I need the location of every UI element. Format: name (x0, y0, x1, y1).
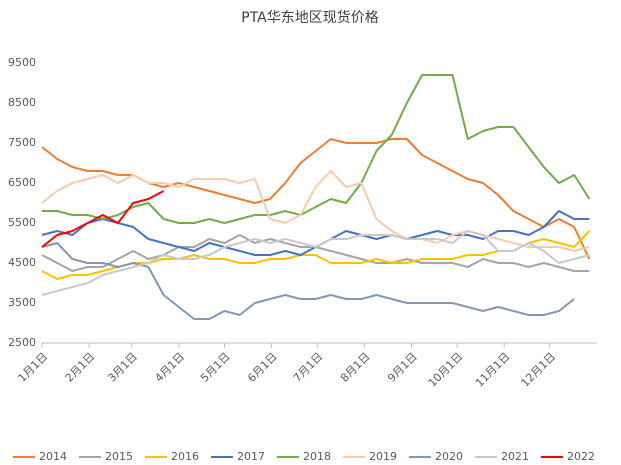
legend-label: 2021 (501, 450, 529, 463)
y-tick-label: 6500 (8, 176, 36, 189)
series-line (41, 170, 590, 252)
x-tick-label: 5月1日 (198, 350, 233, 385)
series-line (42, 74, 591, 224)
legend-label: 2016 (171, 450, 199, 463)
legend-label: 2019 (369, 450, 397, 463)
x-tick-label: 8月1日 (338, 350, 373, 385)
x-tick-label: 1月1日 (16, 350, 51, 385)
x-tick-label: 2月1日 (63, 350, 98, 385)
x-tick-label: 12月1日 (519, 350, 559, 390)
series-line (41, 230, 590, 296)
y-tick-label: 2500 (8, 336, 36, 349)
x-tick-label: 10月1日 (426, 350, 466, 390)
series-line (41, 210, 590, 256)
y-tick-label: 9500 (8, 56, 36, 69)
legend-label: 2015 (105, 450, 133, 463)
series-line (41, 242, 575, 320)
x-tick-label: 3月1日 (105, 350, 140, 385)
y-tick-label: 7500 (8, 136, 36, 149)
x-tick-label: 9月1日 (385, 350, 420, 385)
legend-label: 2017 (237, 450, 265, 463)
x-tick-label: 11月1日 (473, 350, 513, 390)
legend-label: 2020 (435, 450, 463, 463)
series-line (41, 190, 165, 248)
y-tick-label: 4500 (8, 256, 36, 269)
x-tick-label: 4月1日 (152, 350, 187, 385)
legend-label: 2022 (567, 450, 595, 463)
legend-label: 2018 (303, 450, 331, 463)
y-tick-label: 3500 (8, 296, 36, 309)
y-tick-label: 8500 (8, 96, 36, 109)
chart-title: PTA华东地区现货价格 (241, 9, 378, 26)
y-tick-label: 5500 (8, 216, 36, 229)
x-tick-label: 7月1日 (291, 350, 326, 385)
legend-label: 2014 (39, 450, 67, 463)
x-tick-label: 6月1日 (245, 350, 280, 385)
